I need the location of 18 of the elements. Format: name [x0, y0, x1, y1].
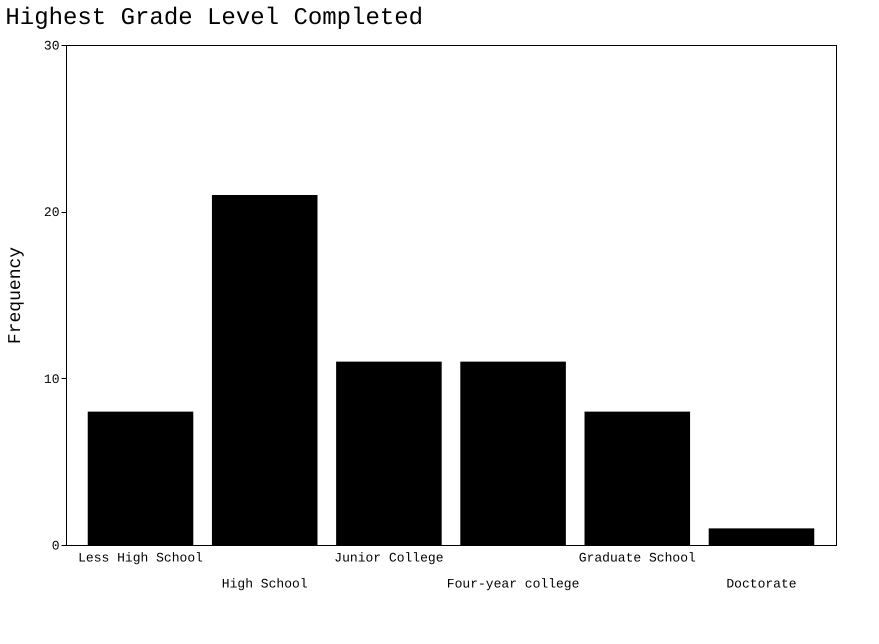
y-tick-label: 30: [44, 38, 60, 54]
x-tick-label: High School: [222, 576, 308, 592]
bar: [584, 412, 690, 545]
y-tick-label: 20: [44, 205, 60, 220]
chart-title: Highest Grade Level Completed: [5, 5, 424, 32]
bar: [212, 195, 318, 545]
y-axis-title: Frequency: [6, 246, 26, 344]
bar: [336, 362, 442, 545]
y-tick-label: 0: [52, 538, 60, 554]
bar: [708, 528, 814, 545]
bar: [88, 412, 194, 545]
x-tick-label: Graduate School: [578, 550, 696, 566]
y-tick-label: 10: [44, 372, 60, 387]
x-tick-label: Four-year college: [446, 576, 580, 592]
x-tick-label: Less High School: [78, 550, 204, 566]
x-tick-label: Junior College: [334, 550, 444, 566]
bar: [460, 362, 566, 545]
x-tick-label: Doctorate: [726, 576, 797, 592]
